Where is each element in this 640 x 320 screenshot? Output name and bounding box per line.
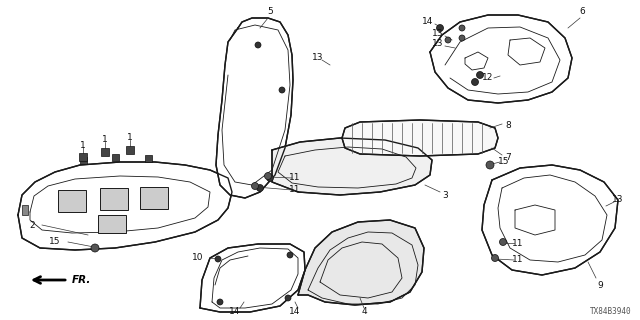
Text: TX84B3940: TX84B3940 xyxy=(590,308,632,316)
Text: 5: 5 xyxy=(267,7,273,17)
Circle shape xyxy=(459,35,465,41)
Polygon shape xyxy=(22,205,28,215)
Circle shape xyxy=(287,252,293,258)
Text: 11: 11 xyxy=(512,255,524,265)
Circle shape xyxy=(257,185,264,191)
Text: 8: 8 xyxy=(505,121,511,130)
Text: 1: 1 xyxy=(80,140,86,149)
Bar xyxy=(126,146,134,154)
Polygon shape xyxy=(272,138,432,195)
Polygon shape xyxy=(216,18,293,198)
Text: 4: 4 xyxy=(361,308,367,316)
Text: 13: 13 xyxy=(312,53,324,62)
Circle shape xyxy=(217,299,223,305)
Text: 11: 11 xyxy=(289,186,301,195)
Polygon shape xyxy=(298,220,424,305)
Text: 10: 10 xyxy=(192,253,204,262)
Text: 13: 13 xyxy=(612,196,624,204)
Bar xyxy=(98,215,126,233)
Circle shape xyxy=(436,25,444,31)
Circle shape xyxy=(486,161,494,169)
Circle shape xyxy=(445,37,451,43)
Bar xyxy=(79,153,87,161)
Text: 14: 14 xyxy=(289,308,301,316)
Text: 11: 11 xyxy=(512,238,524,247)
Bar xyxy=(100,188,128,210)
Text: 6: 6 xyxy=(579,7,585,17)
Text: 15: 15 xyxy=(49,237,61,246)
Circle shape xyxy=(472,78,479,85)
Text: 1: 1 xyxy=(102,135,108,145)
Text: 1: 1 xyxy=(127,133,133,142)
Bar xyxy=(140,187,168,209)
Bar xyxy=(58,190,86,212)
Circle shape xyxy=(91,244,99,252)
Bar xyxy=(79,156,86,164)
Polygon shape xyxy=(482,165,618,275)
Circle shape xyxy=(459,25,465,31)
Circle shape xyxy=(264,172,271,180)
Text: 14: 14 xyxy=(229,308,241,316)
Text: 3: 3 xyxy=(442,191,448,201)
Circle shape xyxy=(215,256,221,262)
Text: 2: 2 xyxy=(29,220,35,229)
Text: 9: 9 xyxy=(597,281,603,290)
Text: 15: 15 xyxy=(499,157,509,166)
Polygon shape xyxy=(18,162,232,250)
Circle shape xyxy=(285,295,291,301)
Text: 13: 13 xyxy=(432,29,444,38)
Text: 12: 12 xyxy=(483,74,493,83)
Text: 11: 11 xyxy=(289,173,301,182)
Circle shape xyxy=(279,87,285,93)
Polygon shape xyxy=(430,15,572,103)
Circle shape xyxy=(255,42,261,48)
Polygon shape xyxy=(342,120,498,156)
Bar xyxy=(101,148,109,156)
Bar xyxy=(145,155,152,162)
Text: FR.: FR. xyxy=(72,275,92,285)
Circle shape xyxy=(266,174,273,181)
Polygon shape xyxy=(200,244,305,312)
Circle shape xyxy=(499,238,506,245)
Circle shape xyxy=(492,254,499,261)
Text: 14: 14 xyxy=(422,18,434,27)
Circle shape xyxy=(252,182,259,189)
Circle shape xyxy=(477,71,483,78)
Text: 7: 7 xyxy=(505,154,511,163)
Bar xyxy=(111,154,118,161)
Text: 13: 13 xyxy=(432,39,444,49)
